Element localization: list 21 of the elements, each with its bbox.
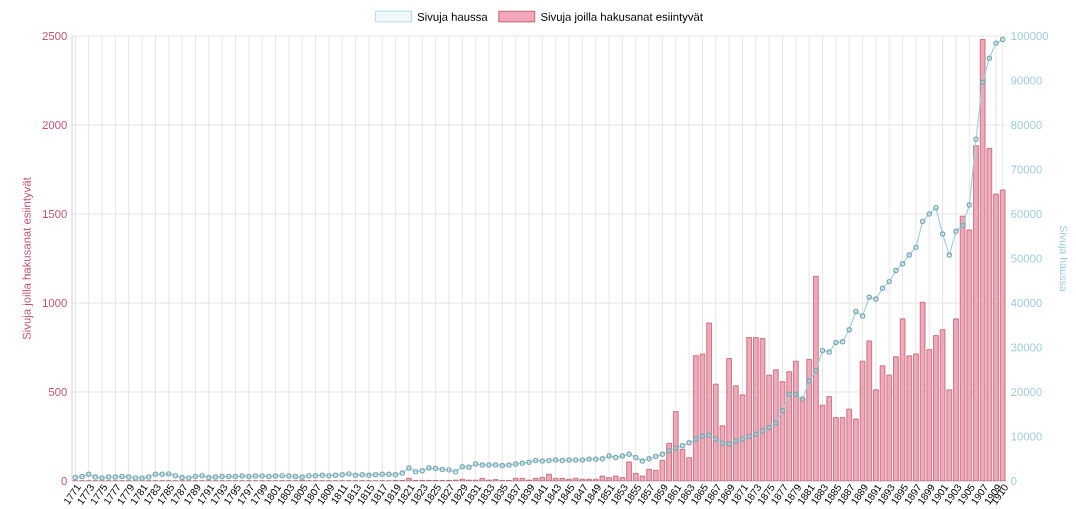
y-tick-label: 2000 — [42, 120, 67, 129]
legend-label: Sivuja haussa — [417, 12, 488, 24]
y2-tick-label: 50000 — [1011, 254, 1042, 263]
y-axis-title: Sivuja joilla hakusanat esiintyvät — [22, 177, 33, 340]
y2-axis-title: Sivuja haussa — [1057, 225, 1068, 292]
y-tick-label: 0 — [61, 476, 67, 485]
y2-tick-label: 40000 — [1010, 298, 1042, 307]
y2-tick-label: 100000 — [1011, 31, 1049, 40]
y2-tick-label: 20000 — [1011, 387, 1042, 396]
y2-tick-label: 70000 — [1011, 165, 1042, 174]
y-tick-label: 1500 — [42, 209, 67, 218]
y2-tick-label: 80000 — [1011, 120, 1042, 129]
y2-tick-label: 10000 — [1011, 432, 1042, 441]
y-tick-label: 1000 — [42, 298, 67, 307]
y2-tick-label: 30000 — [1011, 343, 1042, 352]
y-tick-label: 2500 — [42, 31, 67, 40]
legend-label: Sivuja joilla hakusanat esiintyvät — [541, 12, 703, 24]
y2-tick-label: 60000 — [1011, 209, 1042, 218]
y2-tick-label: 90000 — [1011, 76, 1042, 85]
y-tick-label: 500 — [48, 387, 67, 396]
y2-tick-label: 0 — [1011, 476, 1017, 485]
